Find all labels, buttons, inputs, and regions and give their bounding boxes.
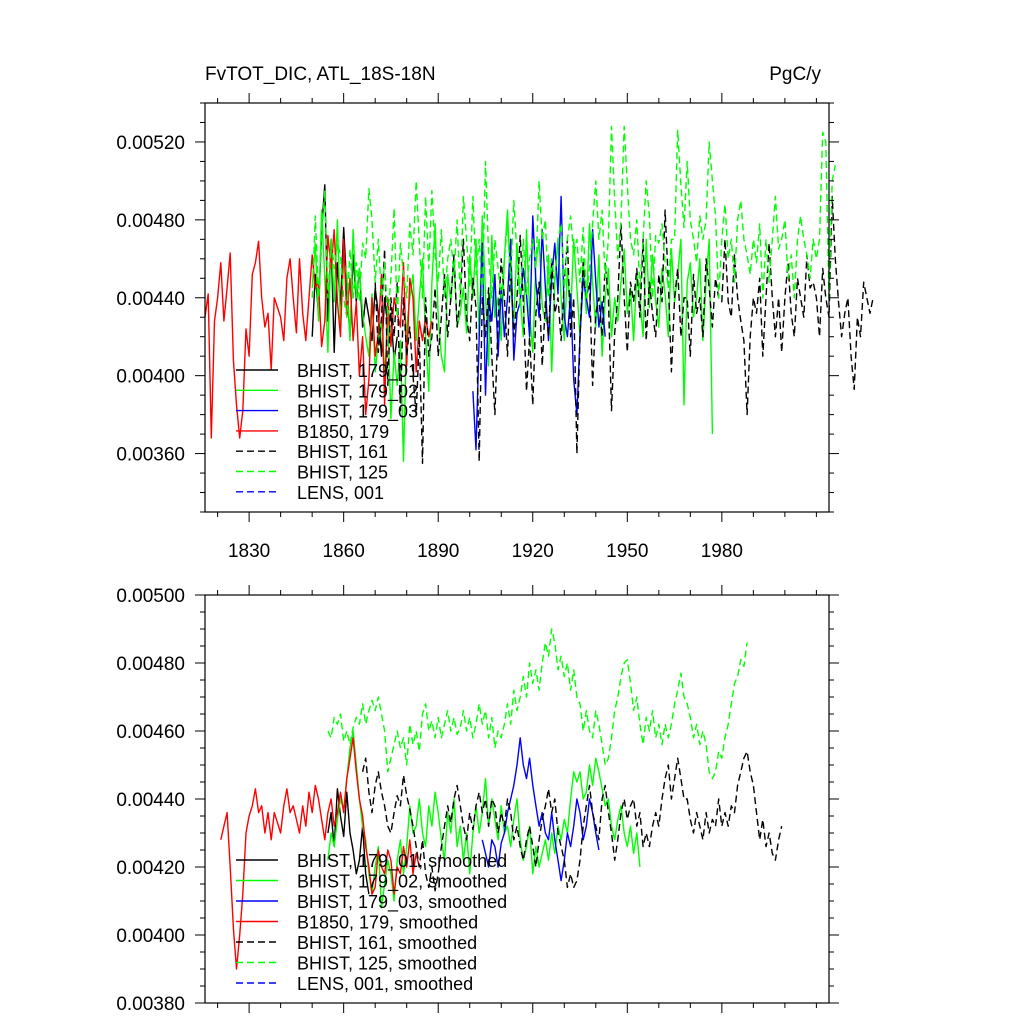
x-tick-label: 1920 — [512, 541, 554, 562]
legend-label-6: LENS, 001 — [297, 483, 384, 503]
legend-label-0: BHIST, 179_01, smoothed — [297, 851, 507, 872]
y-tick-label: 0.00480 — [116, 654, 185, 675]
legend-label-4: BHIST, 161 — [297, 442, 388, 462]
series-line-3 — [220, 737, 420, 970]
legend-label-5: BHIST, 125 — [297, 463, 388, 483]
x-tick-label: 1890 — [417, 541, 459, 562]
y-tick-label: 0.00360 — [116, 445, 185, 466]
top-panel: 0.00360 0.00400 0.00440 0.00480 0.00520 1830 1… — [116, 64, 874, 562]
series-line-1 — [327, 730, 641, 909]
legend-label-1: BHIST, 179_02 — [297, 381, 418, 402]
legend-label-6: LENS, 001, smoothed — [297, 974, 473, 994]
series-line-2 — [472, 195, 606, 451]
legend-label-4: BHIST, 161, smoothed — [297, 933, 477, 953]
series-line-5 — [327, 628, 748, 780]
y-tick-label: 0.00440 — [116, 289, 185, 310]
series-group — [220, 628, 783, 970]
series-line-2 — [481, 737, 600, 882]
bottom-panel: 0.00380 0.00400 0.00420 0.00440 0.00460 0.004… — [116, 585, 839, 1015]
y-tick-label: 0.00480 — [116, 211, 185, 232]
legend-label-3: B1850, 179 — [297, 422, 389, 442]
series-line-4 — [361, 750, 783, 892]
x-tick-label: 1950 — [606, 541, 648, 562]
y-tick-label: 0.00380 — [116, 994, 185, 1015]
x-tick-label: 1980 — [701, 541, 743, 562]
y-tick-label: 0.00500 — [116, 586, 185, 607]
series-line-5 — [311, 125, 836, 318]
chart-units: PgC/y — [769, 64, 821, 85]
x-tick-label: 1860 — [323, 541, 365, 562]
chart-title: FvTOT_DIC, ATL_18S-18N — [205, 64, 436, 85]
y-tick-label: 0.00420 — [116, 858, 185, 879]
x-tick-label: 1830 — [228, 541, 270, 562]
y-tick-label: 0.00460 — [116, 722, 185, 743]
y-tick-label: 0.00400 — [116, 367, 185, 388]
legend-label-2: BHIST, 179_03 — [297, 402, 418, 423]
y-tick-label: 0.00520 — [116, 133, 185, 154]
legend-label-1: BHIST, 179_02, smoothed — [297, 872, 507, 893]
legend-label-3: B1850, 179, smoothed — [297, 913, 478, 933]
y-tick-label: 0.00400 — [116, 926, 185, 947]
legend-label-5: BHIST, 125, smoothed — [297, 954, 477, 974]
legend-label-0: BHIST, 179_01 — [297, 361, 418, 382]
y-tick-label: 0.00440 — [116, 790, 185, 811]
series-line-4 — [374, 195, 874, 464]
legend-label-2: BHIST, 179_03, smoothed — [297, 892, 507, 913]
plot-frame — [204, 102, 830, 513]
